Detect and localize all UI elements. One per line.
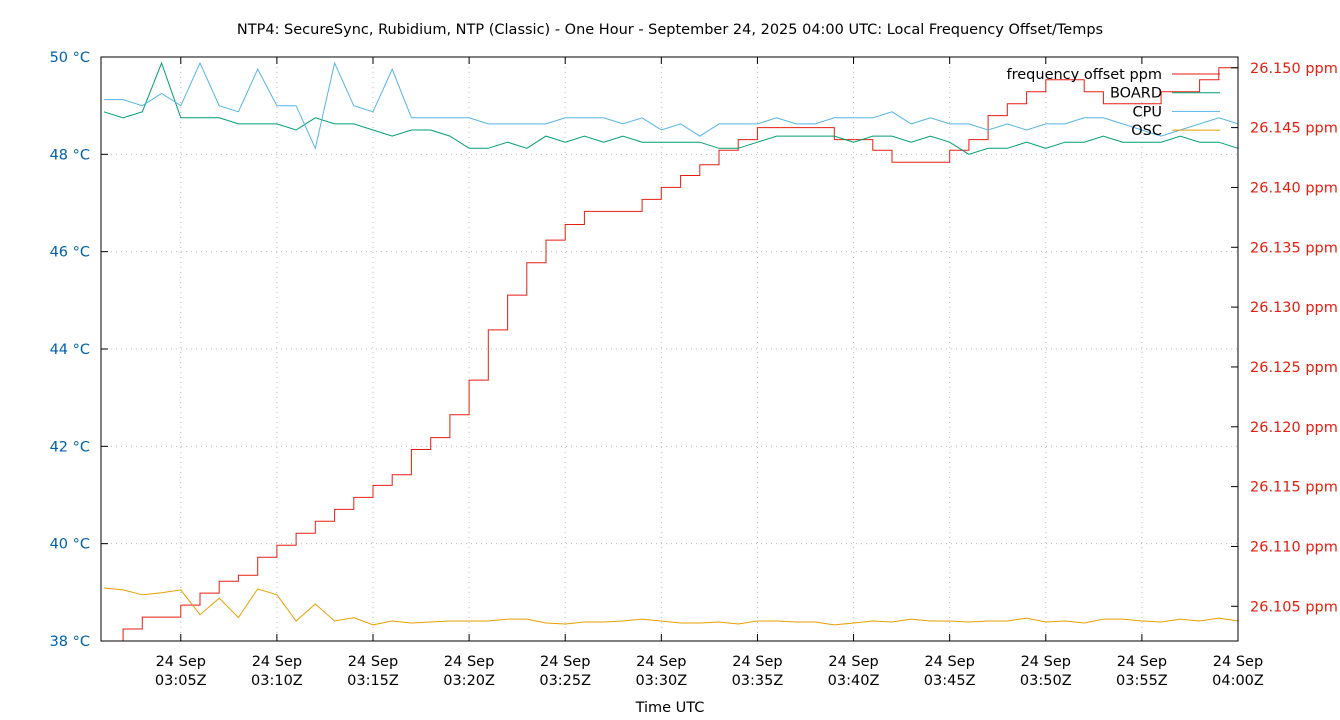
series-line-cpu [103, 61, 1239, 150]
y-left-tick-label: 40 °C [50, 537, 90, 553]
series-group [103, 57, 1239, 642]
x-axis-label: Time UTC [635, 700, 705, 716]
y-left-tick-label: 42 °C [50, 439, 90, 455]
y-right-tick-label: 26.130 ppm [1250, 300, 1338, 316]
x-tick-label-date: 24 Sep [1213, 654, 1263, 670]
x-tick-label-date: 24 Sep [252, 654, 302, 670]
series-line-frequency-offset-ppm [103, 57, 1239, 642]
grid [101, 56, 1239, 642]
series-line-board [103, 61, 1239, 155]
y-right-tick-label: 26.105 ppm [1250, 599, 1338, 615]
x-tick-label-time: 03:35Z [732, 673, 784, 689]
legend-label: BOARD [1110, 86, 1162, 102]
x-tick-label-date: 24 Sep [444, 654, 494, 670]
x-tick-label-time: 03:10Z [251, 673, 303, 689]
legend: frequency offset ppm BOARD CPU OSC [1007, 67, 1220, 139]
axes: 24 Sep 03:05Z 24 Sep 03:10Z 24 Sep 03:15Z 24 S… [50, 50, 1338, 689]
legend-label: CPU [1133, 104, 1162, 120]
y-left-tick-label: 44 °C [50, 342, 90, 358]
x-tick-label-time: 03:25Z [539, 673, 591, 689]
x-tick-label-time: 04:00Z [1212, 673, 1264, 689]
x-tick-label-time: 03:55Z [1116, 673, 1168, 689]
y-left-tick-label: 38 °C [50, 634, 90, 650]
x-tick-label-date: 24 Sep [924, 654, 974, 670]
y-right-tick-label: 26.115 ppm [1250, 480, 1338, 496]
x-tick-label-time: 03:15Z [347, 673, 399, 689]
x-tick-label-time: 03:40Z [828, 673, 880, 689]
x-tick-label-date: 24 Sep [828, 654, 878, 670]
legend-label: frequency offset ppm [1007, 67, 1163, 83]
x-tick-label-date: 24 Sep [156, 654, 206, 670]
y-left-tick-label: 48 °C [50, 147, 90, 163]
x-tick-label-date: 24 Sep [540, 654, 590, 670]
x-tick-label-time: 03:45Z [924, 673, 976, 689]
x-tick-label-date: 24 Sep [732, 654, 782, 670]
y-left-tick-label: 50 °C [50, 50, 90, 66]
series-line-osc [103, 587, 1239, 626]
x-tick-label-time: 03:20Z [443, 673, 495, 689]
y-right-tick-label: 26.120 ppm [1250, 420, 1338, 436]
x-tick-label-time: 03:30Z [635, 673, 687, 689]
legend-label: OSC [1131, 123, 1162, 139]
y-right-tick-label: 26.150 ppm [1250, 61, 1338, 77]
chart-title: NTP4: SecureSync, Rubidium, NTP (Classic… [237, 22, 1103, 38]
y-right-tick-label: 26.140 ppm [1250, 180, 1338, 196]
x-tick-label-date: 24 Sep [1117, 654, 1167, 670]
y-right-tick-label: 26.135 ppm [1250, 240, 1338, 256]
y-right-tick-label: 26.110 ppm [1250, 539, 1338, 555]
x-tick-label-date: 24 Sep [348, 654, 398, 670]
x-tick-label-time: 03:05Z [155, 673, 207, 689]
y-left-tick-label: 46 °C [50, 245, 90, 261]
y-right-tick-label: 26.145 ppm [1250, 121, 1338, 137]
x-tick-label-time: 03:50Z [1020, 673, 1072, 689]
x-tick-label-date: 24 Sep [1021, 654, 1071, 670]
x-tick-label-date: 24 Sep [636, 654, 686, 670]
y-right-tick-label: 26.125 ppm [1250, 360, 1338, 376]
